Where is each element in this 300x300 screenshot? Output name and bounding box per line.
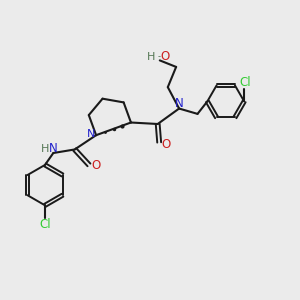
Text: -: - — [158, 52, 161, 61]
Text: N: N — [49, 142, 57, 155]
Text: O: O — [92, 159, 101, 172]
Text: H: H — [147, 52, 156, 62]
Text: N: N — [87, 129, 95, 139]
Text: O: O — [160, 50, 170, 63]
Text: Cl: Cl — [40, 218, 51, 231]
Text: N: N — [175, 97, 184, 110]
Text: O: O — [161, 138, 170, 151]
Text: H: H — [41, 144, 49, 154]
Text: Cl: Cl — [240, 76, 251, 89]
